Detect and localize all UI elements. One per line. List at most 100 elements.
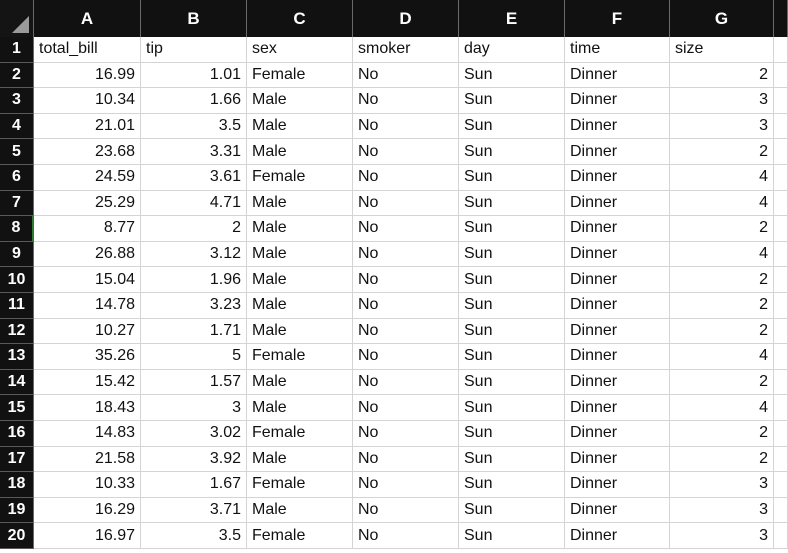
row-header[interactable]: 7 (0, 190, 34, 217)
cell-f[interactable]: Dinner (565, 446, 670, 473)
cell-a[interactable]: 16.29 (34, 497, 141, 524)
cell-c[interactable]: Female (247, 164, 353, 191)
cell-h-partial[interactable] (774, 446, 788, 473)
cell-h-partial[interactable] (774, 395, 788, 421)
select-all-corner[interactable] (0, 0, 34, 37)
cell-d[interactable]: No (353, 113, 459, 140)
cell-b[interactable]: 1.57 (141, 369, 247, 396)
cell-d[interactable]: No (353, 420, 459, 447)
row-header[interactable]: 9 (0, 241, 34, 268)
cell-a[interactable]: 8.77 (34, 216, 141, 242)
cell-c[interactable]: Male (247, 241, 353, 268)
cell-g[interactable]: 2 (670, 139, 774, 165)
cell-b[interactable]: 3.5 (141, 113, 247, 140)
cell-e[interactable]: day (459, 37, 565, 63)
cell-g[interactable]: 3 (670, 523, 774, 549)
cell-f[interactable]: Dinner (565, 292, 670, 319)
cell-b[interactable]: 3 (141, 395, 247, 421)
cell-e[interactable]: Sun (459, 164, 565, 191)
cell-c[interactable]: Female (247, 523, 353, 549)
column-header-f[interactable]: F (565, 0, 670, 37)
row-header[interactable]: 10 (0, 267, 34, 293)
cell-e[interactable]: Sun (459, 344, 565, 370)
cell-d[interactable]: No (353, 190, 459, 217)
cell-h-partial[interactable] (774, 113, 788, 140)
cell-c[interactable]: Female (247, 62, 353, 89)
cell-a[interactable]: 15.04 (34, 267, 141, 293)
cell-e[interactable]: Sun (459, 113, 565, 140)
cell-c[interactable]: Male (247, 88, 353, 114)
cell-d[interactable]: No (353, 472, 459, 498)
cell-e[interactable]: Sun (459, 62, 565, 89)
cell-g[interactable]: 4 (670, 344, 774, 370)
cell-c[interactable]: Female (247, 344, 353, 370)
row-header[interactable]: 12 (0, 318, 34, 345)
cell-g[interactable]: size (670, 37, 774, 63)
cell-d[interactable]: No (353, 344, 459, 370)
cell-g[interactable]: 2 (670, 267, 774, 293)
cell-e[interactable]: Sun (459, 216, 565, 242)
cell-d[interactable]: No (353, 369, 459, 396)
cell-f[interactable]: Dinner (565, 241, 670, 268)
cell-h-partial[interactable] (774, 190, 788, 217)
cell-b[interactable]: 3.31 (141, 139, 247, 165)
cell-h-partial[interactable] (774, 369, 788, 396)
cell-g[interactable]: 2 (670, 62, 774, 89)
cell-h-partial[interactable] (774, 523, 788, 549)
cell-d[interactable]: No (353, 292, 459, 319)
cell-g[interactable]: 3 (670, 88, 774, 114)
cell-b[interactable]: 3.23 (141, 292, 247, 319)
cell-e[interactable]: Sun (459, 497, 565, 524)
column-header-b[interactable]: B (141, 0, 247, 37)
cell-f[interactable]: Dinner (565, 216, 670, 242)
cell-g[interactable]: 2 (670, 420, 774, 447)
row-header[interactable]: 20 (0, 523, 34, 549)
cell-h-partial[interactable] (774, 318, 788, 345)
cell-b[interactable]: 3.92 (141, 446, 247, 473)
cell-h-partial[interactable] (774, 37, 788, 63)
cell-d[interactable]: No (353, 267, 459, 293)
cell-b[interactable]: 3.61 (141, 164, 247, 191)
cell-e[interactable]: Sun (459, 472, 565, 498)
cell-e[interactable]: Sun (459, 292, 565, 319)
row-header[interactable]: 13 (0, 344, 34, 370)
cell-e[interactable]: Sun (459, 318, 565, 345)
cell-a[interactable]: 10.27 (34, 318, 141, 345)
row-header[interactable]: 1 (0, 37, 34, 63)
cell-g[interactable]: 4 (670, 190, 774, 217)
cell-f[interactable]: Dinner (565, 88, 670, 114)
cell-f[interactable]: Dinner (565, 318, 670, 345)
cell-e[interactable]: Sun (459, 446, 565, 473)
cell-b[interactable]: 5 (141, 344, 247, 370)
cell-g[interactable]: 2 (670, 446, 774, 473)
cell-a[interactable]: 26.88 (34, 241, 141, 268)
cell-f[interactable]: Dinner (565, 497, 670, 524)
cell-h-partial[interactable] (774, 241, 788, 268)
row-header[interactable]: 16 (0, 420, 34, 447)
cell-d[interactable]: No (353, 88, 459, 114)
cell-g[interactable]: 4 (670, 395, 774, 421)
cell-f[interactable]: Dinner (565, 62, 670, 89)
cell-e[interactable]: Sun (459, 139, 565, 165)
cell-d[interactable]: No (353, 139, 459, 165)
row-header[interactable]: 3 (0, 88, 34, 114)
cell-g[interactable]: 2 (670, 318, 774, 345)
cell-h-partial[interactable] (774, 139, 788, 165)
cell-g[interactable]: 4 (670, 164, 774, 191)
cell-d[interactable]: No (353, 164, 459, 191)
cell-g[interactable]: 2 (670, 216, 774, 242)
cell-c[interactable]: Male (247, 267, 353, 293)
cell-e[interactable]: Sun (459, 420, 565, 447)
cell-a[interactable]: 35.26 (34, 344, 141, 370)
cell-a[interactable]: 18.43 (34, 395, 141, 421)
row-header[interactable]: 18 (0, 472, 34, 498)
cell-g[interactable]: 2 (670, 369, 774, 396)
row-header[interactable]: 5 (0, 139, 34, 165)
column-header-a[interactable]: A (34, 0, 141, 37)
cell-d[interactable]: No (353, 216, 459, 242)
cell-f[interactable]: Dinner (565, 523, 670, 549)
cell-f[interactable]: Dinner (565, 164, 670, 191)
cell-c[interactable]: Male (247, 395, 353, 421)
cell-b[interactable]: 3.12 (141, 241, 247, 268)
cell-a[interactable]: total_bill (34, 37, 141, 63)
